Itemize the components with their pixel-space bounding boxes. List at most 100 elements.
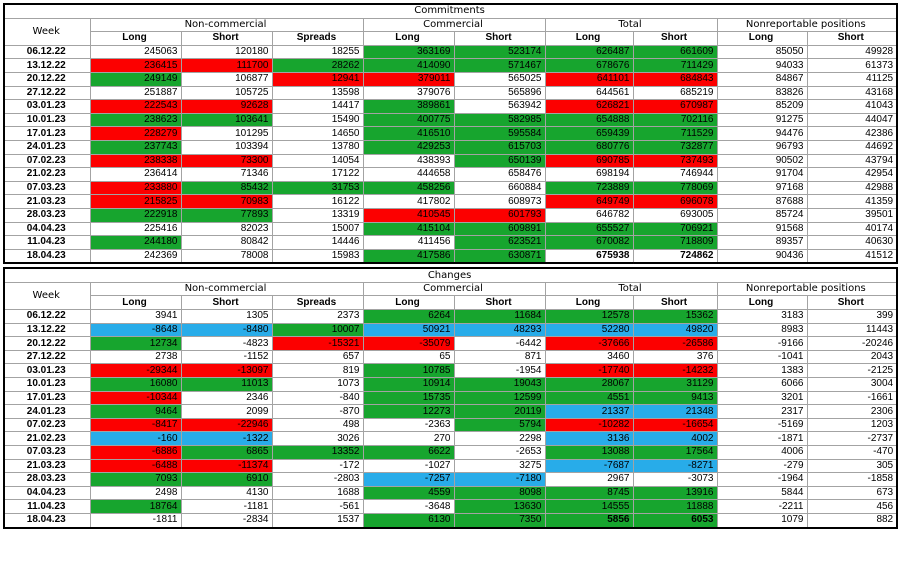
value-cell[interactable]: 85724 [716,207,808,223]
week-cell[interactable]: 04.04.23 [3,221,91,237]
value-cell[interactable]: 90436 [716,248,808,264]
value-cell[interactable]: 105725 [180,85,273,101]
value-cell[interactable]: 43168 [806,85,898,101]
value-cell[interactable]: 363169 [362,44,455,60]
week-cell[interactable]: 07.02.23 [3,153,91,169]
value-cell[interactable]: 3026 [271,431,364,446]
value-cell[interactable]: 429253 [362,139,455,155]
value-cell[interactable]: 4130 [180,485,273,501]
value-cell[interactable]: 693005 [632,207,718,223]
week-cell[interactable]: 18.04.23 [3,512,91,529]
value-cell[interactable]: 21337 [544,404,634,419]
value-cell[interactable]: 14555 [544,499,634,514]
value-cell[interactable]: 615703 [453,139,546,155]
value-cell[interactable]: 6130 [362,512,455,529]
value-cell[interactable]: 411456 [362,235,455,250]
value-cell[interactable]: 12734 [89,336,182,351]
value-cell[interactable]: 650139 [453,153,546,169]
value-cell[interactable]: -2737 [806,431,898,446]
week-cell[interactable]: 21.02.23 [3,431,91,446]
value-cell[interactable]: 609891 [453,221,546,237]
value-cell[interactable]: 417802 [362,194,455,209]
value-cell[interactable]: 563942 [453,99,546,114]
value-cell[interactable]: 222543 [89,99,182,114]
week-cell[interactable]: 03.01.23 [3,363,91,379]
value-cell[interactable]: 91275 [716,112,808,128]
week-cell[interactable]: 28.03.23 [3,472,91,487]
week-cell[interactable]: 07.03.23 [3,180,91,196]
value-cell[interactable]: -4823 [180,336,273,351]
value-cell[interactable]: 18764 [89,499,182,514]
value-cell[interactable]: 96793 [716,139,808,155]
value-cell[interactable]: 654888 [544,112,634,128]
value-cell[interactable]: 13319 [271,207,364,223]
value-cell[interactable]: -172 [271,458,364,474]
value-cell[interactable]: 565896 [453,85,546,101]
value-cell[interactable]: 523174 [453,44,546,60]
value-cell[interactable]: 684843 [632,71,718,87]
week-cell[interactable]: 11.04.23 [3,235,91,250]
value-cell[interactable]: 4551 [544,390,634,406]
value-cell[interactable]: -7257 [362,472,455,487]
week-cell[interactable]: 11.04.23 [3,499,91,514]
value-cell[interactable]: 5794 [453,417,546,433]
value-cell[interactable]: 1203 [806,417,898,433]
week-cell[interactable]: 24.01.23 [3,139,91,155]
value-cell[interactable]: 15735 [362,390,455,406]
value-cell[interactable]: 16122 [271,194,364,209]
value-cell[interactable]: 444658 [362,167,455,182]
value-cell[interactable]: 4002 [632,431,718,446]
value-cell[interactable]: 13352 [271,445,364,460]
value-cell[interactable]: -13097 [180,363,273,379]
value-cell[interactable]: 242369 [89,248,182,264]
value-cell[interactable]: 3201 [716,390,808,406]
value-cell[interactable]: 237743 [89,139,182,155]
value-cell[interactable]: 228279 [89,126,182,141]
value-cell[interactable]: 15983 [271,248,364,264]
value-cell[interactable]: 2373 [271,309,364,324]
value-cell[interactable]: 65 [362,349,455,365]
value-cell[interactable]: 12941 [271,71,364,87]
value-cell[interactable]: -2653 [453,445,546,460]
value-cell[interactable]: -1027 [362,458,455,474]
value-cell[interactable]: 225416 [89,221,182,237]
value-cell[interactable]: 61373 [806,58,898,73]
value-cell[interactable]: 9413 [632,390,718,406]
value-cell[interactable]: 8983 [716,322,808,338]
value-cell[interactable]: 50921 [362,322,455,338]
value-cell[interactable]: 19043 [453,377,546,392]
value-cell[interactable]: 18255 [271,44,364,60]
value-cell[interactable]: 10007 [271,322,364,338]
value-cell[interactable]: 1305 [180,309,273,324]
week-cell[interactable]: 20.12.22 [3,336,91,351]
value-cell[interactable]: 3136 [544,431,634,446]
week-cell[interactable]: 24.01.23 [3,404,91,419]
value-cell[interactable]: 222918 [89,207,182,223]
value-cell[interactable]: 416510 [362,126,455,141]
week-cell[interactable]: 06.12.22 [3,44,91,60]
value-cell[interactable]: 48293 [453,322,546,338]
value-cell[interactable]: 12599 [453,390,546,406]
value-cell[interactable]: -1811 [89,512,182,529]
value-cell[interactable]: 2298 [453,431,546,446]
value-cell[interactable]: 655527 [544,221,634,237]
value-cell[interactable]: 680776 [544,139,634,155]
value-cell[interactable]: 882 [806,512,898,529]
value-cell[interactable]: 1073 [271,377,364,392]
value-cell[interactable]: 582985 [453,112,546,128]
value-cell[interactable]: 702116 [632,112,718,128]
value-cell[interactable]: 1383 [716,363,808,379]
value-cell[interactable]: 15007 [271,221,364,237]
value-cell[interactable]: 415104 [362,221,455,237]
value-cell[interactable]: 103394 [180,139,273,155]
value-cell[interactable]: 626487 [544,44,634,60]
value-cell[interactable]: -16654 [632,417,718,433]
value-cell[interactable]: 711429 [632,58,718,73]
value-cell[interactable]: 696078 [632,194,718,209]
value-cell[interactable]: 410545 [362,207,455,223]
value-cell[interactable]: -840 [271,390,364,406]
value-cell[interactable]: 5856 [544,512,634,529]
value-cell[interactable]: 238623 [89,112,182,128]
week-cell[interactable]: 07.03.23 [3,445,91,460]
value-cell[interactable]: -26586 [632,336,718,351]
